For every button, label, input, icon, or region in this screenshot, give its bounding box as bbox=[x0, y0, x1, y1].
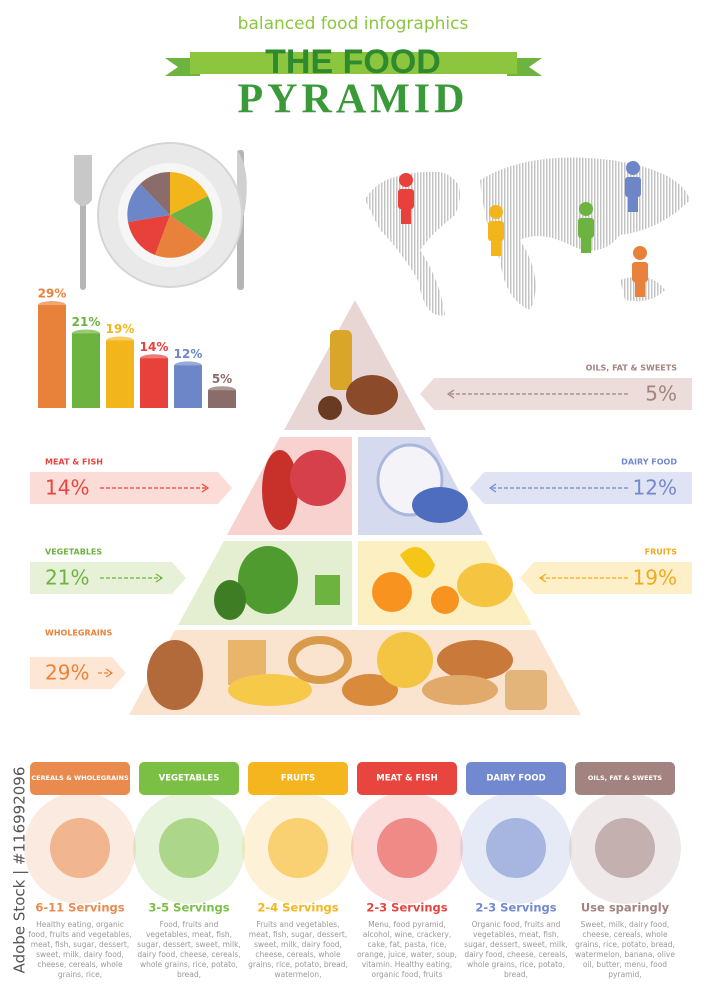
bar-cap bbox=[174, 361, 202, 370]
bar-cap bbox=[38, 301, 66, 310]
label-banner bbox=[30, 657, 126, 689]
bar bbox=[208, 390, 236, 408]
group-description: Fruits and vegetables, meat, fish, sugar… bbox=[248, 920, 348, 979]
group-header bbox=[30, 762, 130, 795]
arrow-head bbox=[105, 668, 114, 678]
tier-label: MEAT & FISH bbox=[45, 458, 103, 467]
bar bbox=[140, 358, 168, 408]
group-label: CEREALS & WHOLEGRAINS bbox=[31, 774, 129, 782]
group-label: VEGETABLES bbox=[159, 774, 220, 784]
group-header bbox=[248, 762, 348, 795]
group-label: MEAT & FISH bbox=[376, 774, 438, 784]
group-description: Food, fruits and vegetables, meat, fish,… bbox=[137, 920, 241, 979]
tier-percent: 29% bbox=[45, 661, 89, 685]
group-servings: 6-11 Servings bbox=[35, 901, 124, 915]
bar-cap bbox=[72, 329, 100, 338]
label-banner bbox=[470, 472, 692, 504]
group-header bbox=[139, 762, 239, 795]
bar-value-label: 19% bbox=[106, 322, 135, 336]
bar-value-label: 5% bbox=[212, 372, 232, 386]
plate-illustration bbox=[74, 142, 247, 290]
ribbon bbox=[190, 52, 517, 74]
group-header bbox=[575, 762, 675, 795]
bar-value-label: 14% bbox=[140, 340, 169, 354]
group-servings: 2-4 Servings bbox=[257, 901, 338, 915]
group-description: Healthy eating, organic food, fruits and… bbox=[28, 920, 132, 979]
title-line-2: PYRAMID bbox=[238, 77, 469, 123]
bar bbox=[106, 340, 134, 408]
group-header bbox=[466, 762, 566, 795]
title-line-1: THE FOOD bbox=[265, 43, 441, 81]
world-map bbox=[365, 157, 690, 316]
group-label: FRUITS bbox=[281, 774, 315, 784]
bar-cap bbox=[208, 386, 236, 395]
bar-cap bbox=[106, 336, 134, 345]
bar bbox=[174, 365, 202, 408]
bar-value-label: 29% bbox=[38, 287, 67, 301]
group-food bbox=[595, 818, 655, 878]
tier-percent: 5% bbox=[645, 382, 677, 406]
arrow-head bbox=[446, 389, 455, 399]
group-servings: 2-3 Servings bbox=[366, 901, 447, 915]
group-servings: Use sparingly bbox=[581, 901, 670, 915]
tier-label: DAIRY FOOD bbox=[621, 458, 677, 467]
arrow-head bbox=[201, 483, 210, 493]
group-description: Sweet, milk, dairy food, cheese, cereals… bbox=[575, 920, 675, 979]
bar-value-label: 12% bbox=[174, 347, 203, 361]
group-food bbox=[50, 818, 110, 878]
tier-percent: 19% bbox=[633, 566, 677, 590]
subtitle: balanced food infographics bbox=[238, 14, 469, 34]
group-servings: 3-5 Servings bbox=[148, 901, 229, 915]
group-description: Organic food, fruits and vegetables, mea… bbox=[464, 920, 568, 979]
bar-value-label: 21% bbox=[72, 315, 101, 329]
tier-label: WHOLEGRAINS bbox=[45, 629, 112, 638]
arrow-head bbox=[488, 483, 497, 493]
group-servings: 2-3 Servings bbox=[475, 901, 556, 915]
group-food bbox=[268, 818, 328, 878]
bar bbox=[72, 333, 100, 408]
group-food bbox=[486, 818, 546, 878]
tier-label: FRUITS bbox=[645, 548, 678, 557]
group-header bbox=[357, 762, 457, 795]
tier-percent: 12% bbox=[633, 476, 677, 500]
tier-percent: 21% bbox=[45, 566, 89, 590]
pyramid bbox=[129, 300, 581, 715]
bar-cap bbox=[140, 354, 168, 363]
tier-label: VEGETABLES bbox=[45, 548, 102, 557]
bar bbox=[38, 305, 66, 408]
group-food bbox=[377, 818, 437, 878]
group-food bbox=[159, 818, 219, 878]
group-label: DAIRY FOOD bbox=[486, 774, 545, 784]
watermark: Adobe Stock | #116992096 bbox=[11, 767, 29, 974]
group-description: Menu, food pyramid, alcohol, wine, crack… bbox=[356, 920, 458, 979]
group-label: OILS, FAT & SWEETS bbox=[588, 774, 663, 782]
tier-label: OILS, FAT & SWEETS bbox=[586, 364, 678, 373]
arrow-head bbox=[538, 573, 547, 583]
arrow-head bbox=[155, 573, 164, 583]
tier-oils bbox=[284, 300, 426, 430]
tier-percent: 14% bbox=[45, 476, 89, 500]
